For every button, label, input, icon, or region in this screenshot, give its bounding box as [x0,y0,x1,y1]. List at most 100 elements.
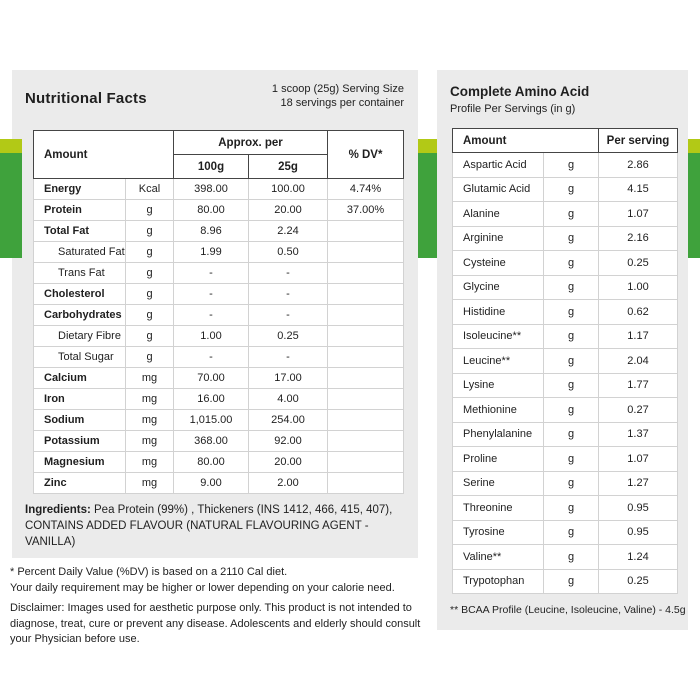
nutrient-unit: Kcal [125,178,174,200]
nutrient-unit: mg [125,409,174,431]
nutrient-name: Zinc [33,472,126,494]
amino-acid-name: Methionine [452,397,544,423]
value-per-100g: 8.96 [173,220,249,242]
amino-acid-value: 4.15 [598,176,678,202]
nutrient-name: Trans Fat [33,262,126,284]
nutrition-table: Amount Approx. per % DV* 100g 25g Energy… [33,130,405,494]
nutrient-unit: g [125,325,174,347]
nutrient-unit: g [125,199,174,221]
serving-info: 1 scoop (25g) Serving Size 18 servings p… [272,82,404,110]
amino-acid-name: Phenylalanine [452,421,544,447]
value-per-25g: 2.24 [247,220,329,242]
amino-acid-value: 1.27 [598,470,678,496]
nutrient-unit: mg [125,388,174,410]
amino-acid-row: Trypotophan g 0.25 [452,568,678,594]
header-100g: 100g [173,154,249,179]
nutrient-name: Saturated Fat [33,241,126,263]
nutrition-row: Carbohydrates g - - [33,304,405,326]
nutrient-name: Carbohydrates [33,304,126,326]
nutrition-row: Energy Kcal 398.00 100.00 4.74% [33,178,405,200]
amino-acid-value: 0.25 [598,250,678,276]
value-per-100g: 1,015.00 [173,409,249,431]
nutrition-row: Calcium mg 70.00 17.00 [33,367,405,389]
amino-acid-unit: g [543,519,599,545]
nutrient-name: Calcium [33,367,126,389]
servings-per-container-line: 18 servings per container [280,97,404,109]
nutrition-row: Trans Fat g - - [33,262,405,284]
amino-acid-unit: g [543,274,599,300]
value-per-25g: 20.00 [247,199,329,221]
value-percent-dv [327,472,405,494]
nutrient-name: Energy [33,178,126,200]
value-percent-dv [327,325,405,347]
amino-acid-unit: g [543,176,599,202]
nutrient-name: Dietary Fibre [33,325,126,347]
amino-acid-value: 1.77 [598,372,678,398]
nutrient-name: Total Fat [33,220,126,242]
value-per-25g: 0.25 [247,325,329,347]
amino-acid-unit: g [543,372,599,398]
header-25g: 25g [247,154,329,179]
nutrient-name: Magnesium [33,451,126,473]
nutrition-row: Magnesium mg 80.00 20.00 [33,451,405,473]
value-per-100g: 80.00 [173,199,249,221]
value-percent-dv [327,283,405,305]
amino-acid-name: Histidine [452,299,544,325]
value-per-25g: - [247,262,329,284]
dv-footnote-line2: Your daily requirement may be higher or … [10,581,395,594]
amino-acid-unit: g [543,201,599,227]
value-percent-dv: 4.74% [327,178,405,200]
value-percent-dv [327,346,405,368]
value-percent-dv [327,409,405,431]
nutrient-name: Potassium [33,430,126,452]
value-per-25g: 0.50 [247,241,329,263]
header-amino-amount: Amount [452,128,599,153]
amino-acid-value: 0.95 [598,495,678,521]
value-per-100g: - [173,262,249,284]
nutrient-unit: mg [125,367,174,389]
amino-acid-row: Arginine g 2.16 [452,225,678,251]
header-percent-dv: % DV* [327,130,405,179]
amino-acid-value: 1.07 [598,201,678,227]
amino-acid-row: Cysteine g 0.25 [452,250,678,276]
value-per-25g: 100.00 [247,178,329,200]
amino-acid-unit: g [543,225,599,251]
value-per-25g: - [247,283,329,305]
amino-acid-row: Serine g 1.27 [452,470,678,496]
amino-acid-row: Threonine g 0.95 [452,495,678,521]
value-per-100g: - [173,346,249,368]
nutrient-unit: g [125,262,174,284]
amino-acid-value: 1.37 [598,421,678,447]
nutrient-name: Protein [33,199,126,221]
nutrition-row: Iron mg 16.00 4.00 [33,388,405,410]
green-accent-strip-left [0,139,22,258]
nutrition-row: Dietary Fibre g 1.00 0.25 [33,325,405,347]
value-per-100g: 9.00 [173,472,249,494]
amino-acid-name: Trypotophan [452,568,544,594]
footnotes: * Percent Daily Value (%DV) is based on … [10,565,438,648]
amino-acid-unit: g [543,250,599,276]
ingredients-list: Pea Protein (99%) , Thickeners (INS 1412… [25,504,393,548]
amino-acid-value: 2.86 [598,152,678,178]
ingredients-label: Ingredients: [25,504,91,516]
amino-acid-name: Alanine [452,201,544,227]
amino-acid-value: 0.27 [598,397,678,423]
disclaimer-text: Disclaimer: Images used for aesthetic pu… [10,602,421,645]
value-percent-dv [327,451,405,473]
value-percent-dv [327,388,405,410]
value-percent-dv [327,241,405,263]
nutrition-row: Saturated Fat g 1.99 0.50 [33,241,405,263]
amino-acid-name: Isoleucine** [452,323,544,349]
value-per-100g: 368.00 [173,430,249,452]
amino-acid-value: 1.07 [598,446,678,472]
header-per-serving: Per serving [598,128,678,153]
nutrient-unit: g [125,241,174,263]
ingredients-text: Ingredients: Pea Protein (99%) , Thicken… [25,502,409,550]
nutritional-facts-title: Nutritional Facts [25,90,147,107]
nutrient-name: Total Sugar [33,346,126,368]
amino-acid-value: 0.62 [598,299,678,325]
value-percent-dv [327,220,405,242]
value-per-25g: 254.00 [247,409,329,431]
value-per-100g: 16.00 [173,388,249,410]
value-per-100g: 1.99 [173,241,249,263]
